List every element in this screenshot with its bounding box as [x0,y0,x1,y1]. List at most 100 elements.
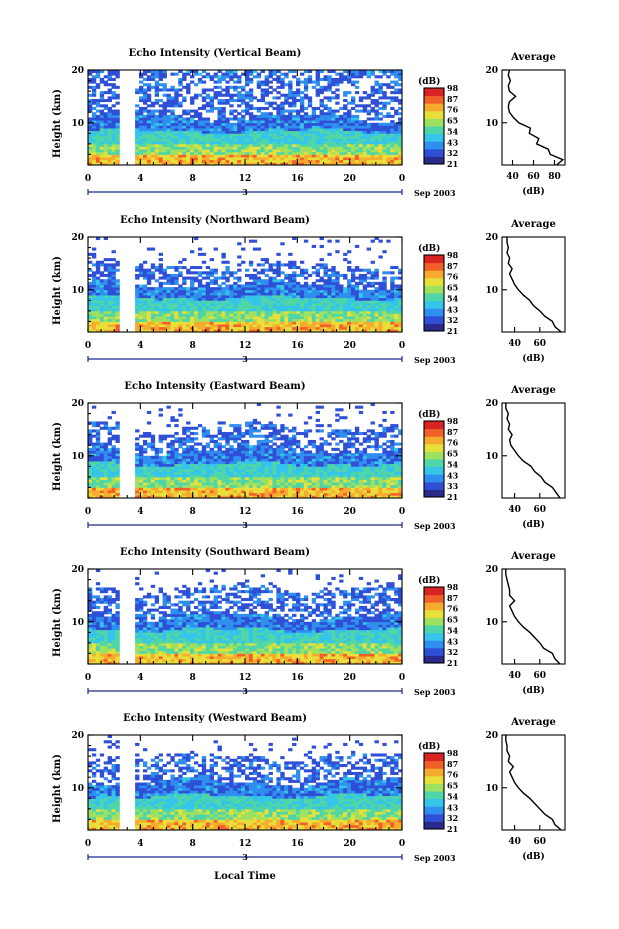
heatmap-cell [178,310,183,314]
heatmap-cell [319,237,324,241]
heatmap-cell [323,154,328,158]
heatmap-cell [209,159,215,163]
heatmap-cell [339,284,344,288]
heatmap-cell [323,308,328,312]
heatmap-cell [139,157,144,161]
heatmap-cell [225,99,230,103]
heatmap-cell [343,151,348,155]
heatmap-cell [319,117,324,121]
heatmap-cell [225,138,230,142]
heatmap-cell [91,91,97,95]
heatmap-cell [150,437,156,441]
heatmap-cell [362,130,368,134]
heatmap-cell [268,141,273,145]
heatmap-cell [135,492,140,496]
heatmap-cell [229,482,234,486]
heatmap-cell [190,313,195,317]
heatmap-cell [339,138,344,142]
heatmap-cell [347,146,352,150]
heatmap-cell [142,141,148,145]
heatmap-cell [88,308,93,312]
heatmap-cell [217,70,222,74]
heatmap-cell [221,120,226,124]
heatmap-cell [197,125,203,129]
heatmap-cell [217,122,222,126]
heatmap-cell [95,447,101,451]
heatmap-cell [390,72,395,76]
heatmap-cell [170,159,175,163]
heatmap-cell [390,146,395,150]
heatmap-cell [162,159,167,163]
heatmap-cell [241,324,246,328]
heatmap-cell [335,130,340,134]
heatmap-cell [241,143,246,147]
heatmap-cell [331,300,336,304]
heatmap-cell [327,96,332,100]
heatmap-cell [245,442,250,446]
heatmap-cell [201,252,207,256]
heatmap-cell [327,141,332,145]
heatmap-cell [245,154,250,158]
heatmap-cell [245,476,250,480]
heatmap-cell [154,117,160,121]
heatmap-cell [315,72,320,76]
heatmap-cell [221,93,226,97]
heatmap-cell [319,141,324,145]
heatmap-cell [311,308,317,312]
heatmap-cell [225,316,230,320]
heatmap-cell [88,321,93,325]
heatmap-cell [135,468,140,473]
heatmap-cell [366,289,372,293]
heatmap-cell [233,295,238,299]
heatmap-cell [233,125,238,129]
heatmap-cell [201,146,207,150]
heatmap-cell [315,318,320,322]
heatmap-cell [335,289,340,293]
heatmap-cell [252,239,258,243]
heatmap-cell [319,101,324,105]
heatmap-cell [107,476,112,480]
heatmap-cell [158,495,163,499]
heatmap-cell [166,138,171,142]
heatmap-cell [292,149,297,153]
heatmap-cell [390,308,395,312]
heatmap-cell [307,138,313,142]
heatmap-cell [248,297,254,301]
heatmap-cell [248,122,254,126]
heatmap-cell [190,305,195,309]
heatmap-cell [366,117,372,121]
heatmap-cell [88,104,93,108]
heatmap-cell [197,128,203,132]
heatmap-cell [335,287,340,291]
heatmap-cell [264,77,269,81]
heatmap-cell [135,133,140,137]
heatmap-cell [256,157,262,161]
heatmap-cell [182,295,187,299]
heatmap-cell [260,329,266,333]
heatmap-cell [256,138,262,142]
heatmap-cell [182,135,187,140]
heatmap-cell [170,297,175,301]
heatmap-cell [115,458,120,462]
heatmap-cell [201,429,207,433]
heatmap-cell [95,237,101,241]
heatmap-cell [245,490,250,494]
heatmap-cell [241,487,246,491]
heatmap-cell [182,109,187,113]
heatmap-cell [237,484,242,488]
heatmap-cell [115,300,120,304]
heatmap-cell [99,463,105,467]
heatmap-cell [237,284,242,288]
heatmap-cell [135,455,140,459]
heatmap-cell [209,135,215,140]
heatmap-cell [327,321,332,325]
heatmap-cell [272,154,277,158]
heatmap-cell [358,305,364,309]
heatmap-cell [154,300,160,304]
heatmap-cell [213,106,218,110]
heatmap-cell [245,112,250,116]
heatmap-cell [197,93,203,97]
heatmap-cell [150,128,156,132]
heatmap-cell [150,247,156,251]
heatmap-cell [95,305,101,309]
